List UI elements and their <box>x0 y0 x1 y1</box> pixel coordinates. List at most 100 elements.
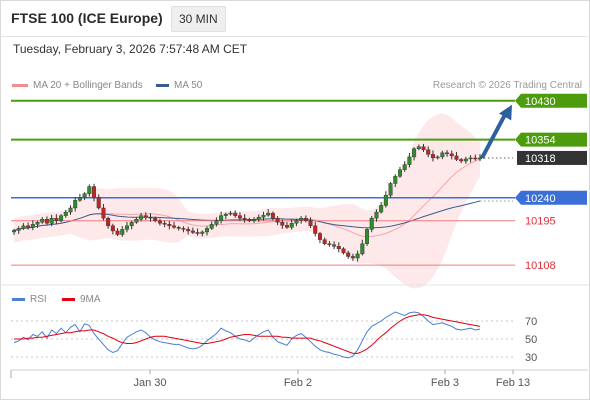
candle-body <box>110 225 115 232</box>
candle-body <box>176 227 181 229</box>
candle-body <box>421 146 426 150</box>
candle-body <box>120 229 125 235</box>
candle-body <box>96 197 101 209</box>
candle-body <box>308 220 313 227</box>
candle-body <box>87 186 92 194</box>
candle-body <box>313 225 318 234</box>
candle-body <box>44 219 49 224</box>
candle-body <box>346 252 351 257</box>
candle-body <box>40 219 45 223</box>
level-tag-10354 <box>515 132 587 147</box>
instrument-title: FTSE 100 (ICE Europe) <box>11 10 163 26</box>
time-axis-label: Feb 2 <box>284 377 312 389</box>
time-axis-label: Feb 3 <box>431 377 459 389</box>
candle-body <box>129 222 134 227</box>
candle-body <box>237 215 242 219</box>
time-axis-label: Jan 30 <box>133 377 166 389</box>
candle-body <box>21 225 26 229</box>
candle-body <box>454 155 459 160</box>
candle-body <box>388 183 393 196</box>
level-label-10240: 10240 <box>525 193 556 205</box>
candle-body <box>101 207 106 219</box>
candle-body <box>261 214 266 218</box>
legend-9ma-label: 9MA <box>80 294 101 305</box>
candle-body <box>412 148 417 158</box>
candle-body <box>299 217 304 221</box>
chart-header: FTSE 100 (ICE Europe) 30 MIN <box>0 0 588 37</box>
candle-body <box>134 219 139 223</box>
candle-body <box>449 153 454 157</box>
legend-ma20-label: MA 20 + Bollinger Bands <box>33 80 143 91</box>
candle-body <box>270 212 275 219</box>
time-axis-label: Feb 13 <box>496 377 530 389</box>
candle-body <box>266 212 271 216</box>
candle-body <box>478 157 483 160</box>
candle-body <box>82 193 87 198</box>
candle-body <box>252 219 257 221</box>
candle-body <box>256 216 261 220</box>
legend-ma50: MA 50 <box>156 80 202 91</box>
candle-body <box>106 217 111 227</box>
legend-9ma: 9MA <box>62 294 101 305</box>
candle-body <box>153 217 158 221</box>
rsi-tick-50: 50 <box>525 334 537 346</box>
candle-body <box>162 223 167 225</box>
candle-body <box>303 217 308 221</box>
candle-body <box>294 220 299 224</box>
candle-body <box>402 164 407 170</box>
legend-rsi: RSI <box>12 294 47 305</box>
candle-body <box>228 212 233 215</box>
candle-body <box>139 215 144 220</box>
candle-body <box>397 169 402 177</box>
candle-body <box>68 207 73 213</box>
candle-body <box>473 157 478 160</box>
candle-body <box>393 176 398 184</box>
candle-body <box>49 217 54 224</box>
candle-body <box>16 228 21 231</box>
legend-rsi-label: RSI <box>30 294 47 305</box>
candle-body <box>317 233 322 240</box>
timeframe-badge[interactable]: 30 MIN <box>171 6 226 32</box>
candle-body <box>416 146 421 149</box>
candle-body <box>190 230 195 233</box>
candle-body <box>223 213 228 216</box>
last-price-tag <box>517 150 587 165</box>
candle-body <box>379 205 384 213</box>
candle-body <box>73 200 78 209</box>
candle-body <box>59 215 64 221</box>
candle-body <box>124 225 129 230</box>
level-label-10354: 10354 <box>525 135 556 147</box>
candle-body <box>355 253 360 259</box>
candle-body <box>233 212 238 216</box>
candle-body <box>374 211 379 219</box>
legend-ma50-label: MA 50 <box>174 80 203 91</box>
candle-body <box>407 156 412 165</box>
candle-body <box>167 224 172 227</box>
candle-body <box>200 231 205 234</box>
candle-body <box>219 215 224 221</box>
candle-body <box>275 217 280 223</box>
rsi-9ma-line <box>14 314 481 354</box>
candle-body <box>11 230 16 233</box>
timestamp: Tuesday, February 3, 2026 7:57:48 AM CET <box>13 42 248 56</box>
rsi-swatch <box>12 297 25 301</box>
candle-body <box>332 244 337 247</box>
last-price-label: 10318 <box>525 153 556 165</box>
candle-body <box>440 152 445 158</box>
candle-body <box>280 222 285 226</box>
rsi-tick-30: 30 <box>525 352 537 364</box>
level-tag-10240 <box>515 190 587 205</box>
candle-body <box>115 230 120 235</box>
level-label-10430: 10430 <box>525 96 556 108</box>
candle-body <box>214 220 219 225</box>
candle-body <box>30 224 35 228</box>
ma20-swatch <box>12 83 28 87</box>
candle-body <box>341 248 346 254</box>
candle-body <box>322 239 327 244</box>
candle-body <box>285 225 290 228</box>
level-label-10195: 10195 <box>525 216 556 228</box>
legend-ma20: MA 20 + Bollinger Bands <box>12 80 143 91</box>
candle-body <box>350 256 355 259</box>
candle-body <box>445 152 450 155</box>
